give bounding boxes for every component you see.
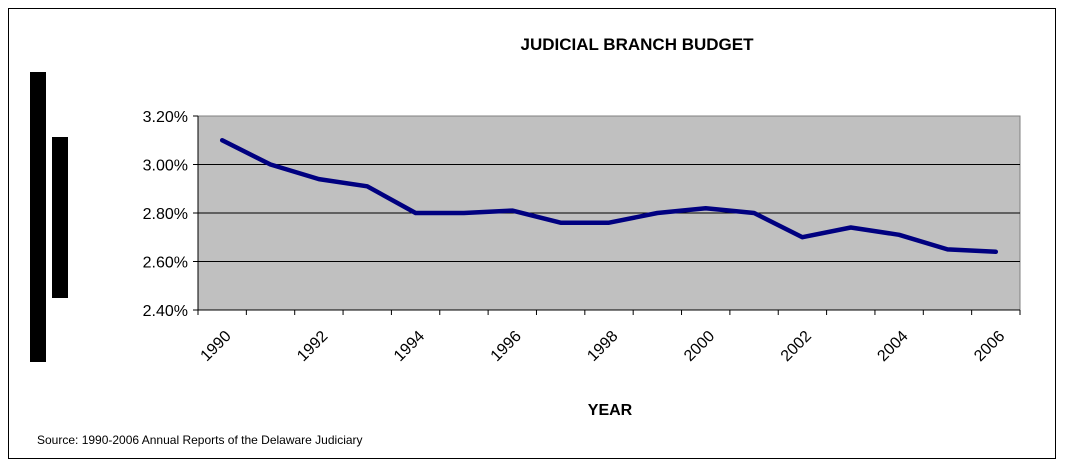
y-tick-label: 3.20% — [143, 109, 188, 126]
black-bar-right — [52, 137, 68, 298]
x-tick-label: 2006 — [971, 328, 1008, 365]
x-tick-label: 1992 — [294, 328, 331, 365]
black-bar-left — [30, 72, 46, 362]
x-tick-label: 1994 — [391, 328, 428, 365]
x-axis-ticks: 1990 1992 1994 1996 1998 2000 2002 2004 2006 — [197, 309, 1021, 365]
x-tick-label: 1998 — [584, 328, 621, 365]
x-tick-label: 1996 — [488, 328, 525, 365]
x-tick-label: 2004 — [874, 328, 911, 365]
y-tick-label: 2.40% — [143, 303, 188, 320]
x-tick-label: 1990 — [198, 328, 235, 365]
x-axis-label: YEAR — [588, 402, 633, 419]
y-tick-label: 2.60% — [143, 255, 188, 272]
x-tick-label: 2002 — [778, 328, 815, 365]
source-note: Source: 1990-2006 Annual Reports of the … — [37, 433, 363, 447]
chart-title: JUDICIAL BRANCH BUDGET — [521, 35, 755, 54]
y-axis-ticks: 3.20% 3.00% 2.80% 2.60% 2.40% — [143, 109, 199, 320]
series-layer — [219, 138, 999, 255]
gridlines — [198, 164, 1020, 262]
x-tick-label: 2000 — [681, 328, 718, 365]
y-tick-label: 2.80% — [143, 206, 188, 223]
y-tick-label: 3.00% — [143, 158, 188, 175]
